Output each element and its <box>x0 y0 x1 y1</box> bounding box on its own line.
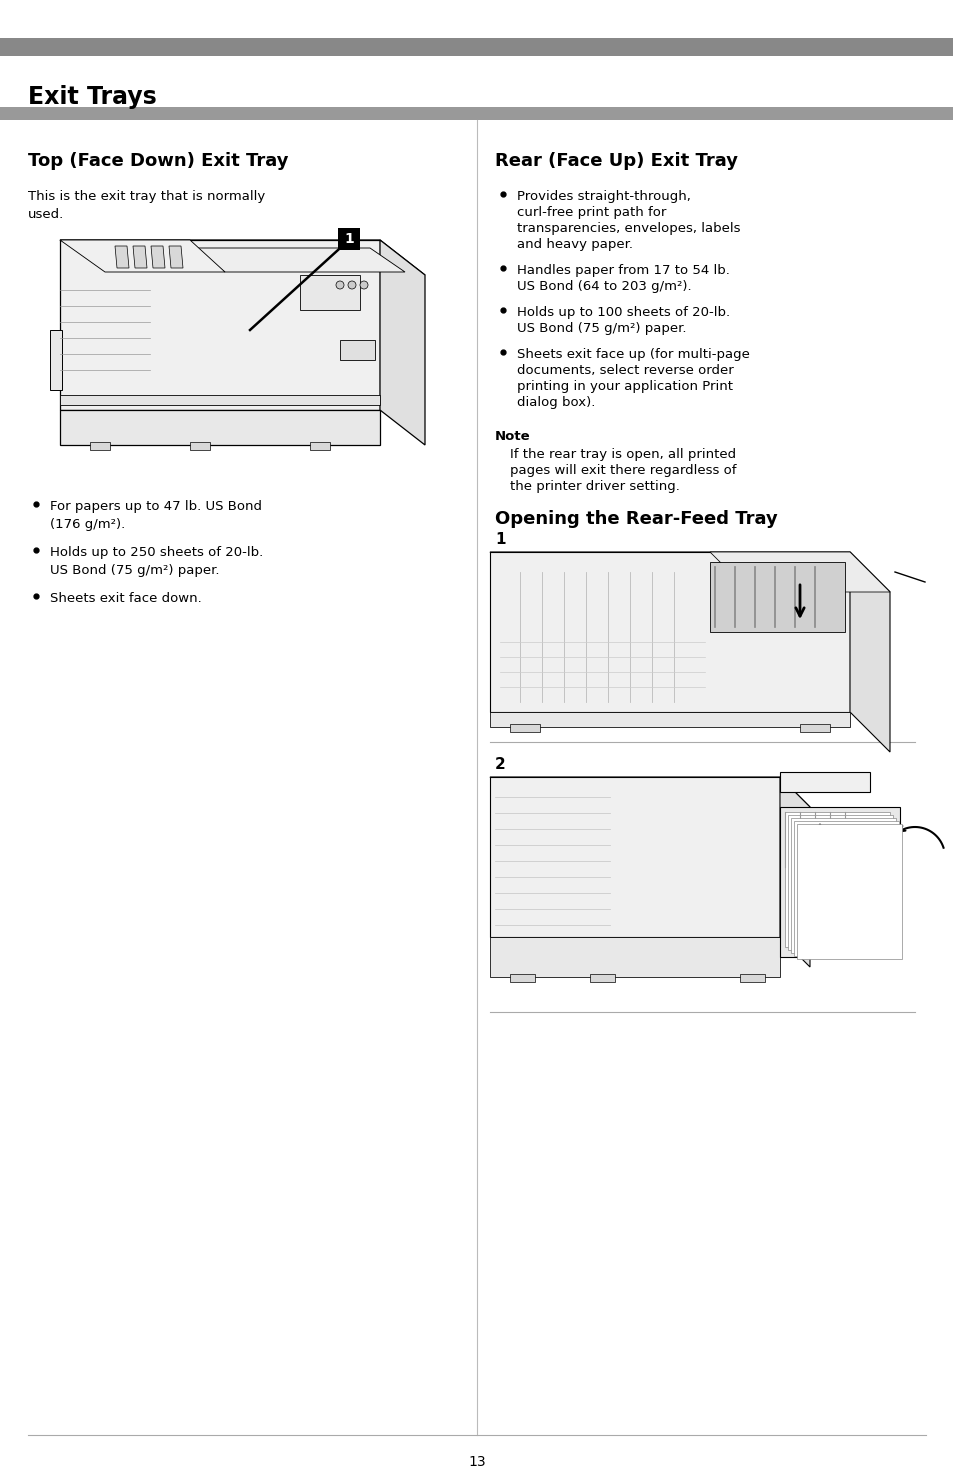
Polygon shape <box>780 777 809 968</box>
Polygon shape <box>60 240 379 410</box>
Polygon shape <box>50 330 62 389</box>
Text: 2: 2 <box>495 757 505 771</box>
Text: US Bond (75 g/m²) paper.: US Bond (75 g/m²) paper. <box>50 563 219 577</box>
Bar <box>740 974 764 982</box>
Text: and heavy paper.: and heavy paper. <box>517 237 633 251</box>
Bar <box>0 108 953 119</box>
Text: Top (Face Down) Exit Tray: Top (Face Down) Exit Tray <box>28 152 288 170</box>
Text: curl-free print path for: curl-free print path for <box>517 207 666 218</box>
Circle shape <box>348 282 355 289</box>
Bar <box>60 395 379 406</box>
Bar <box>339 341 375 360</box>
Text: Rear (Face Up) Exit Tray: Rear (Face Up) Exit Tray <box>495 152 738 170</box>
Circle shape <box>335 282 344 289</box>
Polygon shape <box>780 807 899 957</box>
Bar <box>337 229 359 249</box>
Polygon shape <box>490 937 780 976</box>
Text: Holds up to 100 sheets of 20-lb.: Holds up to 100 sheets of 20-lb. <box>517 305 729 319</box>
Polygon shape <box>780 771 869 792</box>
Polygon shape <box>787 816 892 950</box>
Text: Holds up to 250 sheets of 20-lb.: Holds up to 250 sheets of 20-lb. <box>50 546 263 559</box>
Polygon shape <box>60 240 424 274</box>
Text: printing in your application Print: printing in your application Print <box>517 381 732 392</box>
Text: documents, select reverse order: documents, select reverse order <box>517 364 733 378</box>
Polygon shape <box>151 246 165 268</box>
Bar <box>589 974 615 982</box>
Text: 13: 13 <box>468 1454 485 1469</box>
Text: 1: 1 <box>495 532 505 547</box>
Polygon shape <box>115 246 129 268</box>
Bar <box>190 442 210 450</box>
Text: US Bond (64 to 203 g/m²).: US Bond (64 to 203 g/m²). <box>517 280 691 294</box>
Text: Exit Trays: Exit Trays <box>28 86 156 109</box>
Text: dialog box).: dialog box). <box>517 395 595 409</box>
Bar <box>310 442 330 450</box>
Text: pages will exit there regardless of: pages will exit there regardless of <box>510 465 736 476</box>
Polygon shape <box>784 813 889 947</box>
Polygon shape <box>490 777 809 807</box>
Text: Note: Note <box>495 431 530 442</box>
Polygon shape <box>709 552 889 591</box>
Polygon shape <box>60 240 225 271</box>
Bar <box>90 442 110 450</box>
Circle shape <box>359 282 368 289</box>
Polygon shape <box>490 777 780 937</box>
Bar <box>299 274 359 310</box>
Text: Handles paper from 17 to 54 lb.: Handles paper from 17 to 54 lb. <box>517 264 729 277</box>
Text: Sheets exit face down.: Sheets exit face down. <box>50 591 201 605</box>
Polygon shape <box>490 552 849 712</box>
Text: the printer driver setting.: the printer driver setting. <box>510 479 679 493</box>
Polygon shape <box>849 552 889 752</box>
Text: Provides straight-through,: Provides straight-through, <box>517 190 690 204</box>
Polygon shape <box>793 822 898 956</box>
Text: (176 g/m²).: (176 g/m²). <box>50 518 125 531</box>
Polygon shape <box>790 819 895 953</box>
Text: 1: 1 <box>344 232 354 246</box>
Text: US Bond (75 g/m²) paper.: US Bond (75 g/m²) paper. <box>517 322 686 335</box>
Bar <box>800 724 829 732</box>
Polygon shape <box>709 562 844 631</box>
Bar <box>510 974 535 982</box>
Polygon shape <box>379 240 424 445</box>
Polygon shape <box>169 246 183 268</box>
Text: This is the exit tray that is normally
used.: This is the exit tray that is normally u… <box>28 190 265 221</box>
Polygon shape <box>132 246 147 268</box>
Text: transparencies, envelopes, labels: transparencies, envelopes, labels <box>517 223 740 235</box>
Polygon shape <box>796 825 901 959</box>
Polygon shape <box>490 552 889 591</box>
Bar <box>0 38 953 56</box>
Polygon shape <box>60 410 379 445</box>
Bar <box>510 724 539 732</box>
Text: Opening the Rear-Feed Tray: Opening the Rear-Feed Tray <box>495 510 777 528</box>
Polygon shape <box>190 248 405 271</box>
Text: If the rear tray is open, all printed: If the rear tray is open, all printed <box>510 448 736 462</box>
Text: For papers up to 47 lb. US Bond: For papers up to 47 lb. US Bond <box>50 500 262 513</box>
Polygon shape <box>490 712 849 727</box>
Text: Sheets exit face up (for multi-page: Sheets exit face up (for multi-page <box>517 348 749 361</box>
